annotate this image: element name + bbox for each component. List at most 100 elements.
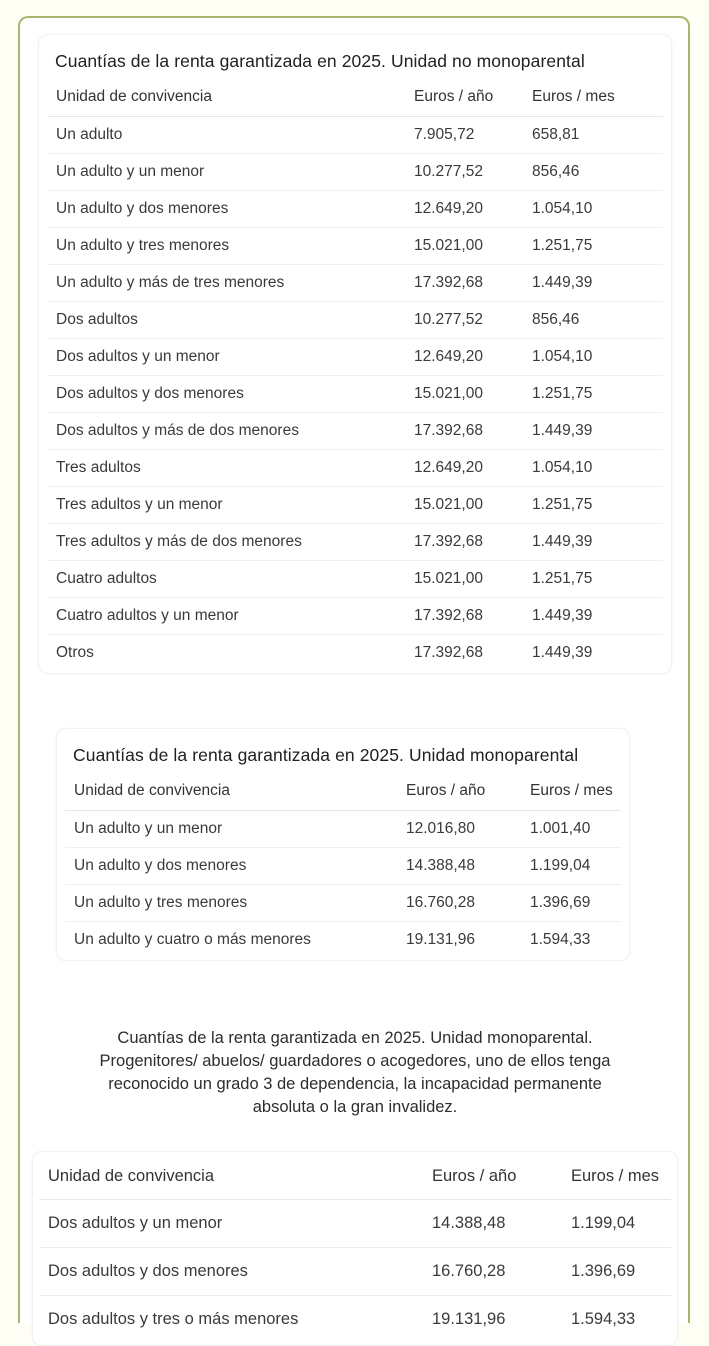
table-row: Un adulto 7.905,72 658,81: [47, 116, 663, 154]
col-header-year: Euros / año: [397, 772, 521, 811]
year-cell: 16.760,28: [423, 1247, 562, 1296]
month-cell: 1.449,39: [532, 644, 593, 661]
month-cell: 1.449,39: [523, 523, 663, 561]
month-cell: 1.251,75: [523, 375, 663, 413]
table-row: Un adulto y tres menores 16.760,28 1.396,6…: [65, 884, 621, 922]
unit-cell: Dos adultos y un menor: [39, 1199, 423, 1248]
col-header-unit: Unidad de convivencia: [65, 772, 397, 811]
col-header-month: Euros / mes: [562, 1154, 671, 1200]
unit-cell: Un adulto y cuatro o más menores: [74, 931, 311, 948]
year-cell: 12.016,80: [397, 810, 521, 848]
month-cell: 1.396,69: [562, 1247, 671, 1296]
table-row: Dos adultos y un menor 14.388,48 1.199,04: [39, 1199, 671, 1248]
year-cell: 17.392,68: [405, 523, 523, 561]
header-row: Unidad de convivencia Euros / año Euros …: [47, 78, 663, 117]
year-cell: 7.905,72: [405, 116, 523, 154]
table-body: Un adulto 7.905,72 658,81 Un adulto y un me…: [47, 116, 663, 672]
col-header-year: Euros / año: [423, 1154, 562, 1200]
table-header: Unidad de convivencia Euros / año Euros …: [65, 772, 621, 811]
year-cell: 14.388,48: [397, 847, 521, 885]
year-cell: 12.649,20: [405, 338, 523, 376]
table-body: Un adulto y un menor 12.016,80 1.001,40 Un …: [65, 810, 621, 959]
unit-cell: Dos adultos y más de dos menores: [47, 412, 405, 450]
header-row: Unidad de convivencia Euros / año Euros …: [39, 1154, 671, 1200]
col-header-unit: Unidad de convivencia: [39, 1154, 423, 1200]
unit-cell: Un adulto y dos menores: [65, 847, 397, 885]
table-row: Un adulto y tres menores 15.021,00 1.251,7…: [47, 227, 663, 265]
table-row: Un adulto y cuatro o más menores 19.131,9…: [65, 922, 621, 959]
month-cell: 1.001,40: [521, 810, 621, 848]
table-header: Unidad de convivencia Euros / año Euros …: [39, 1154, 671, 1200]
month-cell: 658,81: [523, 116, 663, 154]
month-cell: 1.594,33: [530, 931, 591, 948]
month-cell: 1.449,39: [523, 264, 663, 302]
year-cell: 12.649,20: [405, 190, 523, 228]
unit-cell: Dos adultos: [47, 301, 405, 339]
unit-cell: Un adulto y dos menores: [47, 190, 405, 228]
table-row: Un adulto y dos menores 14.388,48 1.199,04: [65, 847, 621, 885]
table-row: Dos adultos y tres o más menores 19.131,9…: [39, 1296, 671, 1344]
table-row: Otros 17.392,68 1.449,39: [47, 635, 663, 672]
unit-cell: Tres adultos y más de dos menores: [47, 523, 405, 561]
year-cell: 19.131,96: [406, 931, 475, 948]
table-row: Un adulto y más de tres menores 17.392,68…: [47, 264, 663, 302]
year-cell: 19.131,96: [432, 1310, 506, 1328]
unit-cell: Tres adultos y un menor: [47, 486, 405, 524]
month-cell: 1.449,39: [523, 412, 663, 450]
amounts-table-monoparental: Unidad de convivencia Euros / año Euros …: [65, 772, 621, 958]
col-header-month: Euros / mes: [521, 772, 621, 811]
table-row: Un adulto y dos menores 12.649,20 1.054,10: [47, 190, 663, 228]
table-section-monoparental: Cuantías de la renta garantizada en 2025…: [56, 728, 630, 961]
year-cell: 17.392,68: [405, 597, 523, 635]
month-cell: 1.054,10: [523, 190, 663, 228]
unit-cell: Cuatro adultos: [47, 560, 405, 598]
content-card: Cuantías de la renta garantizada en 2025…: [18, 16, 690, 1346]
table-row: Dos adultos y dos menores 15.021,00 1.251,…: [47, 375, 663, 413]
month-cell: 1.054,10: [523, 338, 663, 376]
table-row: Un adulto y un menor 12.016,80 1.001,40: [65, 810, 621, 848]
unit-cell: Un adulto y más de tres menores: [47, 264, 405, 302]
month-cell: 1.251,75: [523, 486, 663, 524]
unit-cell: Otros: [56, 644, 94, 661]
table-row: Dos adultos y un menor 12.649,20 1.054,10: [47, 338, 663, 376]
month-cell: 1.251,75: [523, 560, 663, 598]
table-title: Cuantías de la renta garantizada en 2025…: [55, 51, 585, 71]
unit-cell: Dos adultos y tres o más menores: [48, 1310, 299, 1328]
table-row: Tres adultos y un menor 15.021,00 1.251,75: [47, 486, 663, 524]
amounts-table-no-monoparental: Unidad de convivencia Euros / año Euros …: [47, 78, 663, 671]
year-cell: 17.392,68: [414, 644, 483, 661]
col-header-month: Euros / mes: [523, 78, 663, 117]
month-cell: 1.199,04: [562, 1199, 671, 1248]
year-cell: 12.649,20: [405, 449, 523, 487]
unit-cell: Tres adultos: [47, 449, 405, 487]
col-header-unit: Unidad de convivencia: [47, 78, 405, 117]
table-row: Tres adultos 12.649,20 1.054,10: [47, 449, 663, 487]
table-row: Dos adultos y más de dos menores 17.392,6…: [47, 412, 663, 450]
year-cell: 10.277,52: [405, 301, 523, 339]
amounts-table-dependencia: Unidad de convivencia Euros / año Euros …: [39, 1154, 671, 1343]
table-body: Dos adultos y un menor 14.388,48 1.199,04 D…: [39, 1199, 671, 1344]
year-cell: 17.392,68: [405, 264, 523, 302]
unit-cell: Un adulto: [47, 116, 405, 154]
unit-cell: Dos adultos y dos menores: [39, 1247, 423, 1296]
header-row: Unidad de convivencia Euros / año Euros …: [65, 772, 621, 811]
year-cell: 17.392,68: [405, 412, 523, 450]
month-cell: 1.449,39: [523, 597, 663, 635]
unit-cell: Un adulto y tres menores: [47, 227, 405, 265]
month-cell: 1.594,33: [571, 1310, 636, 1328]
year-cell: 15.021,00: [405, 227, 523, 265]
table-row: Tres adultos y más de dos menores 17.392,…: [47, 523, 663, 561]
table-title: Cuantías de la renta garantizada en 2025…: [73, 745, 579, 765]
month-cell: 1.199,04: [521, 847, 621, 885]
unit-cell: Dos adultos y dos menores: [47, 375, 405, 413]
unit-cell: Un adulto y tres menores: [65, 884, 397, 922]
table-row: Dos adultos y dos menores 16.760,28 1.396,…: [39, 1247, 671, 1296]
table-section-no-monoparental: Cuantías de la renta garantizada en 2025…: [38, 34, 672, 674]
unit-cell: Un adulto y un menor: [65, 810, 397, 848]
unit-cell: Cuatro adultos y un menor: [47, 597, 405, 635]
year-cell: 10.277,52: [405, 153, 523, 191]
year-cell: 15.021,00: [405, 560, 523, 598]
unit-cell: Dos adultos y un menor: [47, 338, 405, 376]
col-header-year: Euros / año: [405, 78, 523, 117]
year-cell: 15.021,00: [405, 375, 523, 413]
